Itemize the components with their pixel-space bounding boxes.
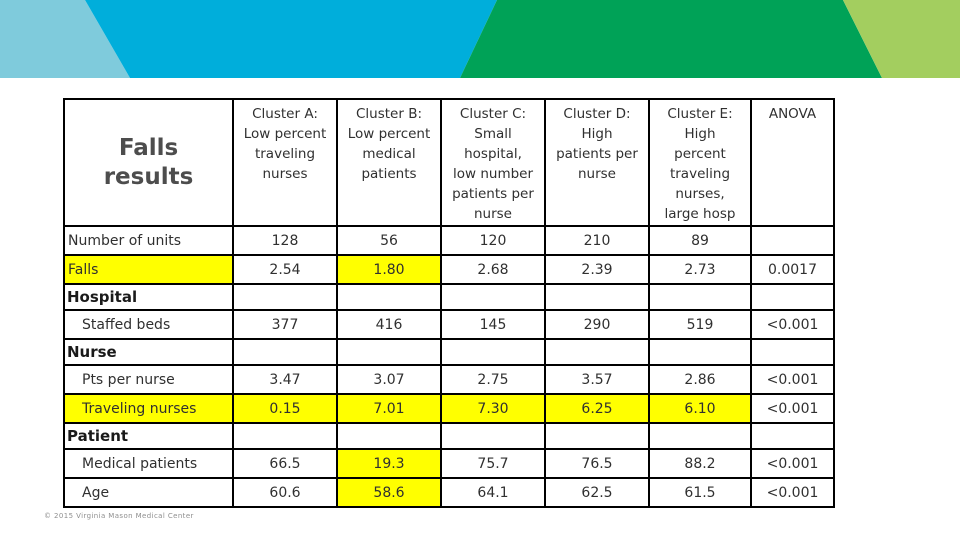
data-cell: 2.54 — [232, 254, 338, 285]
banner-shape-light-green — [843, 0, 960, 78]
data-cell: 62.5 — [544, 477, 650, 508]
data-cell: 64.1 — [440, 477, 546, 508]
data-cell: 88.2 — [648, 448, 752, 479]
row-label: Hospital — [63, 283, 234, 311]
data-cell: 2.75 — [440, 364, 546, 395]
data-cell — [544, 283, 650, 311]
row-label: Staffed beds — [63, 309, 234, 340]
data-cell — [648, 283, 752, 311]
table-row: Falls 2.54 1.80 2.68 2.39 2.73 0.0017 — [63, 254, 835, 285]
data-cell: 519 — [648, 309, 752, 340]
header-row: Falls results Cluster A: Low percent tra… — [63, 98, 835, 227]
data-cell: 19.3 — [336, 448, 442, 479]
column-header-cluster-e: Cluster E: High percent traveling nurses… — [648, 98, 752, 227]
data-cell: 2.39 — [544, 254, 650, 285]
column-header-cluster-d: Cluster D: High patients per nurse — [544, 98, 650, 227]
data-cell: 128 — [232, 225, 338, 256]
row-label: Traveling nurses — [63, 393, 234, 424]
data-cell — [232, 283, 338, 311]
copyright-footer: © 2015 Virginia Mason Medical Center — [44, 512, 194, 520]
data-cell — [336, 283, 442, 311]
data-cell: 60.6 — [232, 477, 338, 508]
table-title: Falls results — [63, 98, 234, 227]
data-cell: 66.5 — [232, 448, 338, 479]
data-cell: 377 — [232, 309, 338, 340]
banner-shape-bright-blue — [85, 0, 497, 78]
data-cell: 0.0017 — [750, 254, 835, 285]
table-row: Pts per nurse 3.47 3.07 2.75 3.57 2.86 <0.001 — [63, 364, 835, 395]
data-cell: 290 — [544, 309, 650, 340]
data-cell: 56 — [336, 225, 442, 256]
data-cell: 3.07 — [336, 364, 442, 395]
table-row: Traveling nurses 0.15 7.01 7.30 6.25 6.10 <0.0… — [63, 393, 835, 424]
data-cell: 2.73 — [648, 254, 752, 285]
data-cell: 7.01 — [336, 393, 442, 424]
data-cell — [232, 422, 338, 450]
row-label: Pts per nurse — [63, 364, 234, 395]
data-cell: 210 — [544, 225, 650, 256]
data-cell: 3.47 — [232, 364, 338, 395]
data-cell: 2.68 — [440, 254, 546, 285]
row-label: Age — [63, 477, 234, 508]
data-cell: 120 — [440, 225, 546, 256]
data-cell: <0.001 — [750, 477, 835, 508]
data-cell: 7.30 — [440, 393, 546, 424]
data-cell: <0.001 — [750, 364, 835, 395]
data-cell — [750, 225, 835, 256]
data-cell: <0.001 — [750, 309, 835, 340]
data-cell — [648, 422, 752, 450]
data-cell — [750, 422, 835, 450]
row-label: Medical patients — [63, 448, 234, 479]
data-cell: 75.7 — [440, 448, 546, 479]
data-cell: <0.001 — [750, 393, 835, 424]
table-row: Age 60.6 58.6 64.1 62.5 61.5 <0.001 — [63, 477, 835, 508]
data-cell: 0.15 — [232, 393, 338, 424]
falls-results-table: Falls results Cluster A: Low percent tra… — [63, 98, 835, 508]
top-banner — [0, 0, 960, 78]
row-label: Falls — [63, 254, 234, 285]
data-cell — [544, 422, 650, 450]
data-cell — [750, 283, 835, 311]
data-cell: 145 — [440, 309, 546, 340]
banner-shape-green — [460, 0, 882, 78]
data-cell — [336, 338, 442, 366]
table-row: Medical patients 66.5 19.3 75.7 76.5 88.2 <0.0… — [63, 448, 835, 479]
row-label: Nurse — [63, 338, 234, 366]
data-cell — [750, 338, 835, 366]
data-cell — [336, 422, 442, 450]
section-row: Hospital — [63, 283, 835, 311]
table-body: Number of units 128 56 120 210 89 Falls 2.54 1.8… — [63, 225, 835, 508]
section-row: Nurse — [63, 338, 835, 366]
table-row: Staffed beds 377 416 145 290 519 <0.001 — [63, 309, 835, 340]
data-cell: 416 — [336, 309, 442, 340]
data-cell: 6.25 — [544, 393, 650, 424]
data-cell: 6.10 — [648, 393, 752, 424]
column-header-cluster-a: Cluster A: Low percent traveling nurses — [232, 98, 338, 227]
data-cell — [232, 338, 338, 366]
column-header-cluster-c: Cluster C: Small hospital, low number pa… — [440, 98, 546, 227]
data-cell: 2.86 — [648, 364, 752, 395]
data-cell — [440, 283, 546, 311]
data-cell: 3.57 — [544, 364, 650, 395]
data-cell: 58.6 — [336, 477, 442, 508]
banner-shape-light-blue — [0, 0, 130, 78]
data-cell: <0.001 — [750, 448, 835, 479]
data-cell: 1.80 — [336, 254, 442, 285]
data-cell: 76.5 — [544, 448, 650, 479]
data-cell — [544, 338, 650, 366]
row-label: Patient — [63, 422, 234, 450]
data-cell: 61.5 — [648, 477, 752, 508]
row-label: Number of units — [63, 225, 234, 256]
section-row: Patient — [63, 422, 835, 450]
column-header-cluster-b: Cluster B: Low percent medical patients — [336, 98, 442, 227]
data-cell — [648, 338, 752, 366]
data-cell: 89 — [648, 225, 752, 256]
data-cell — [440, 422, 546, 450]
column-header-anova: ANOVA — [750, 98, 835, 227]
table-row: Number of units 128 56 120 210 89 — [63, 225, 835, 256]
data-cell — [440, 338, 546, 366]
